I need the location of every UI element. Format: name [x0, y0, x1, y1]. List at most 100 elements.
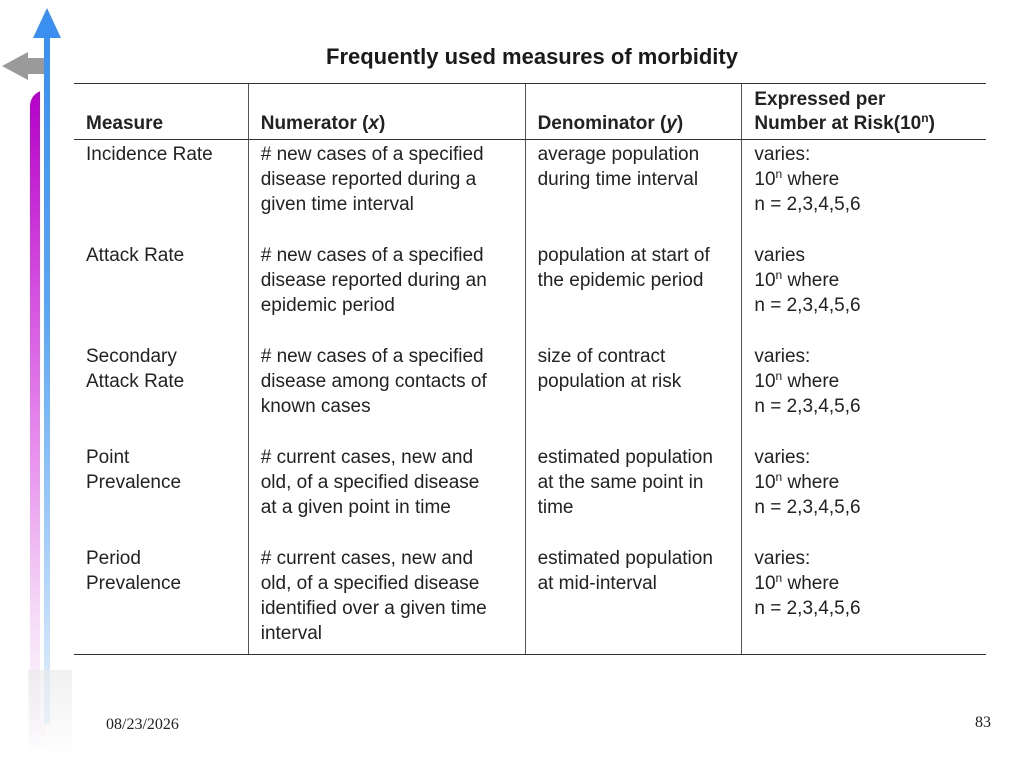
cell-numerator-line: disease reported during an — [260, 270, 487, 291]
expressed-n-values: n = 2,3,4,5,6 — [754, 396, 861, 417]
expressed-power: 10n where — [754, 470, 980, 495]
expressed-sup: n — [775, 268, 783, 282]
cell-denominator: estimated population at the same point in… — [524, 443, 742, 544]
cell-denominator-line: at the same point in — [537, 472, 704, 493]
table-row: Period Prevalence # current cases, new and… — [74, 544, 986, 655]
cell-numerator-line: given time interval — [260, 194, 414, 215]
header-measure: Measure — [74, 83, 249, 140]
arrow-left-icon — [2, 52, 28, 80]
cell-denominator: estimated population at mid-interval — [524, 544, 742, 655]
decorative-fade — [28, 670, 72, 760]
expressed-label: varies: — [754, 447, 811, 468]
cell-measure: Attack Rate — [74, 241, 248, 342]
cell-numerator: # new cases of a specified disease report… — [247, 241, 526, 342]
cell-numerator: # current cases, new and old, of a specif… — [247, 544, 526, 655]
table-row: Secondary Attack Rate # new cases of a spe… — [74, 342, 986, 443]
cell-numerator-line: old, of a specified disease — [260, 472, 480, 493]
expressed-n-values: n = 2,3,4,5,6 — [754, 497, 861, 518]
cell-numerator-line: # new cases of a specified — [260, 144, 484, 165]
table-row: Point Prevalence # current cases, new and o… — [74, 443, 986, 544]
expressed-power: 10n where — [754, 571, 980, 596]
cell-numerator: # new cases of a specified disease among … — [247, 342, 526, 443]
cell-measure: Point Prevalence — [74, 443, 248, 544]
cell-measure-line: Attack Rate — [86, 371, 185, 392]
header-expressed-line2: Number at Risk(10n) — [754, 112, 980, 136]
cell-measure-line: Point — [86, 447, 130, 468]
decorative-blue-bar — [44, 34, 50, 724]
header-expressed: Expressed per Number at Risk(10n) — [741, 83, 986, 140]
header-numerator-prefix: Numerator ( — [260, 113, 369, 134]
header-expressed-suffix: ) — [928, 113, 935, 134]
expressed-where: where — [782, 371, 840, 392]
cell-expressed: varies: 10n where n = 2,3,4,5,6 — [741, 139, 986, 241]
header-denominator-var: y — [666, 113, 677, 134]
footer-date: 08/23/2026 — [106, 716, 179, 733]
expressed-base: 10 — [754, 169, 776, 190]
cell-denominator: average population during time interval — [524, 139, 742, 241]
expressed-sup: n — [775, 470, 783, 484]
cell-measure-line: Attack Rate — [86, 245, 185, 266]
expressed-power: 10n where — [754, 167, 980, 192]
expressed-base: 10 — [754, 573, 776, 594]
cell-denominator-line: estimated population — [537, 548, 713, 569]
table-body: Incidence Rate # new cases of a specified… — [74, 139, 986, 655]
expressed-where: where — [782, 270, 840, 291]
expressed-n-values: n = 2,3,4,5,6 — [754, 194, 861, 215]
cell-denominator-line: size of contract — [537, 346, 666, 367]
expressed-power: 10n where — [754, 369, 980, 394]
expressed-label: varies — [754, 245, 806, 266]
cell-denominator-line: at mid-interval — [537, 573, 657, 594]
arrow-up-icon — [33, 8, 61, 38]
cell-numerator-line: # current cases, new and — [260, 447, 474, 468]
expressed-n-values: n = 2,3,4,5,6 — [754, 598, 861, 619]
cell-measure-line: Prevalence — [86, 472, 182, 493]
cell-numerator: # new cases of a specified disease report… — [247, 139, 526, 241]
header-numerator-var: x — [368, 113, 379, 134]
header-numerator-suffix: ) — [379, 113, 386, 134]
cell-measure-line: Secondary — [86, 346, 177, 367]
expressed-where: where — [782, 472, 840, 493]
cell-denominator-line: during time interval — [537, 169, 699, 190]
expressed-label: varies: — [754, 346, 811, 367]
expressed-base: 10 — [754, 270, 776, 291]
cell-measure-line: Period — [86, 548, 141, 569]
cell-expressed: varies: 10n where n = 2,3,4,5,6 — [741, 544, 986, 655]
cell-numerator-line: known cases — [260, 396, 371, 417]
cell-denominator: population at start of the epidemic perio… — [524, 241, 742, 342]
header-expressed-prefix: Number at Risk(10 — [754, 113, 922, 134]
cell-denominator-line: the epidemic period — [537, 270, 704, 291]
cell-numerator-line: disease among contacts of — [260, 371, 487, 392]
expressed-where: where — [782, 573, 840, 594]
cell-denominator-line: population at risk — [537, 371, 682, 392]
cell-numerator-line: # new cases of a specified — [260, 346, 484, 367]
expressed-base: 10 — [754, 371, 776, 392]
cell-denominator-line: time — [537, 497, 574, 518]
table-row: Incidence Rate # new cases of a specified… — [74, 139, 986, 242]
expressed-where: where — [782, 169, 840, 190]
cell-expressed: varies: 10n where n = 2,3,4,5,6 — [741, 443, 986, 544]
cell-measure: Incidence Rate — [74, 140, 248, 242]
cell-numerator: # current cases, new and old, of a specif… — [247, 443, 526, 544]
cell-expressed: varies 10n where n = 2,3,4,5,6 — [741, 241, 986, 342]
header-numerator: Numerator (x) — [247, 83, 526, 140]
expressed-label: varies: — [754, 144, 811, 165]
cell-measure: Secondary Attack Rate — [74, 342, 248, 443]
header-expressed-sup: n — [921, 111, 929, 125]
header-denominator-suffix: ) — [676, 113, 684, 134]
arrow-left-stem — [26, 58, 44, 74]
cell-numerator-line: disease reported during a — [260, 169, 477, 190]
cell-denominator-line: average population — [537, 144, 700, 165]
table-header-row: Measure Numerator (x) Denominator (y) Ex… — [74, 83, 986, 140]
morbidity-table: Measure Numerator (x) Denominator (y) Ex… — [74, 83, 986, 655]
cell-measure: Period Prevalence — [74, 544, 249, 655]
cell-expressed: varies: 10n where n = 2,3,4,5,6 — [741, 342, 986, 443]
expressed-base: 10 — [754, 472, 776, 493]
cell-numerator-line: old, of a specified disease — [260, 573, 480, 594]
cell-numerator-line: # new cases of a specified — [260, 245, 484, 266]
cell-numerator-line: interval — [260, 623, 322, 644]
cell-numerator-line: epidemic period — [260, 295, 395, 316]
cell-numerator-line: at a given point in time — [260, 497, 451, 518]
cell-numerator-line: # current cases, new and — [260, 548, 474, 569]
header-denominator-prefix: Denominator ( — [537, 113, 667, 134]
expressed-label: varies: — [754, 548, 811, 569]
